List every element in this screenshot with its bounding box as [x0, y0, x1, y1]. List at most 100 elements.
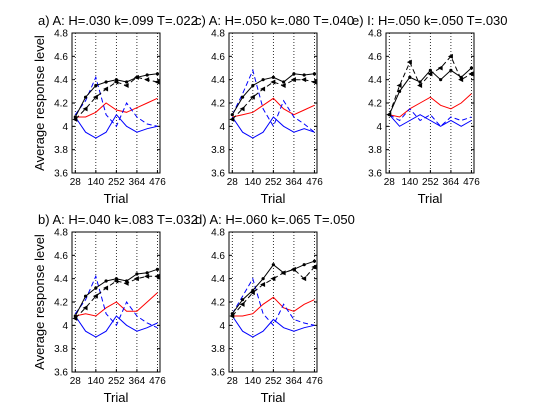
- black-line-point: [251, 83, 255, 88]
- y-tick-label: 3.8: [211, 145, 225, 156]
- black-dashed-line-point: [123, 83, 129, 88]
- x-axis-label: Trial: [104, 390, 129, 405]
- black-dashed-line-point: [72, 315, 78, 321]
- black-dashed-line-point: [123, 280, 129, 286]
- black-line-point: [282, 80, 286, 84]
- black-dashed-line-point: [396, 83, 402, 88]
- black-line-point: [397, 89, 402, 93]
- x-tick-label: 252: [265, 376, 282, 387]
- black-line-point: [261, 78, 265, 82]
- black-line-point: [408, 75, 412, 79]
- x-tick-label: 364: [286, 177, 303, 188]
- black-line-point: [125, 80, 129, 84]
- x-tick-label: 28: [70, 376, 82, 387]
- black-line-point: [240, 298, 245, 302]
- y-tick-label: 4: [376, 122, 382, 133]
- black-line-point: [83, 294, 88, 298]
- black-dashed-line-point: [229, 313, 235, 319]
- black-dashed-line-point: [301, 77, 307, 83]
- x-tick-label: 28: [227, 177, 239, 188]
- black-line-point: [292, 72, 296, 76]
- x-tick-label: 140: [87, 376, 104, 387]
- black-line-point: [135, 272, 139, 276]
- y-tick-label: 4: [62, 122, 68, 133]
- red-line: [232, 97, 315, 118]
- red-line: [389, 93, 472, 118]
- y-tick-label: 4.2: [211, 298, 225, 309]
- black-dashed-line-point: [311, 264, 317, 270]
- black-dashed-line-point: [458, 77, 464, 83]
- black-dashed-line-point: [82, 305, 88, 311]
- black-dashed-line-point: [133, 74, 139, 80]
- black-line-point: [94, 83, 98, 88]
- panel-5: 3.6 3.8 4 4.2 4.4 4.6 4.8 28 140 252 364 476 Trial d)…: [195, 212, 355, 405]
- black-line-point: [271, 263, 275, 267]
- black-dashed-line-point: [260, 282, 266, 287]
- black-dashed-line: [74, 275, 158, 319]
- black-dashed-line-point: [229, 116, 235, 122]
- panel-1: 3.6 3.8 4 4.2 4.4 4.6 4.8 28 140 252 364 476 Trial a)…: [38, 13, 198, 206]
- x-tick-label: 140: [401, 177, 418, 188]
- y-tick-label: 3.6: [54, 368, 68, 379]
- x-tick-label: 364: [286, 376, 303, 387]
- black-line-point: [271, 75, 275, 79]
- panel-title: c) A: H=.050 k=.080 T=.040: [195, 13, 354, 28]
- y-tick-label: 3.8: [368, 145, 382, 156]
- y-tick-label: 4.8: [368, 29, 382, 40]
- blue-line: [74, 315, 158, 338]
- black-line-point: [104, 80, 108, 84]
- black-dashed-line-point: [447, 53, 453, 59]
- y-tick-label: 4: [219, 321, 225, 332]
- x-tick-label: 476: [149, 376, 166, 387]
- panel-title: a) A: H=.030 k=.099 T=.022: [38, 13, 198, 28]
- black-line-point: [469, 66, 474, 70]
- x-axis-label: Trial: [261, 191, 286, 206]
- x-tick-label: 364: [129, 177, 146, 188]
- black-dashed-line-point: [468, 71, 474, 77]
- x-tick-label: 364: [443, 177, 460, 188]
- black-dashed-line-point: [290, 77, 296, 83]
- black-dashed-line-point: [144, 77, 150, 83]
- black-line-point: [145, 73, 149, 77]
- y-tick-label: 4.8: [211, 29, 225, 40]
- y-tick-label: 4.4: [211, 274, 225, 285]
- y-tick-label: 4: [62, 321, 68, 332]
- black-dashed-line-point: [290, 266, 296, 272]
- panel-title: d) A: H=.060 k=.065 T=.050: [195, 212, 355, 227]
- black-dashed-line-point: [92, 293, 98, 299]
- x-tick-label: 28: [384, 177, 396, 188]
- black-dashed-line-point: [92, 94, 98, 100]
- black-dashed-line-point: [249, 94, 255, 100]
- blue-dashed-line: [74, 274, 158, 329]
- black-dashed-line-point: [437, 65, 443, 71]
- x-tick-label: 140: [87, 177, 104, 188]
- y-tick-label: 4.8: [54, 29, 68, 40]
- black-line-point: [312, 259, 317, 263]
- black-dashed-line-point: [113, 79, 119, 85]
- y-tick-label: 4.6: [54, 251, 68, 262]
- x-tick-label: 476: [306, 376, 323, 387]
- black-line-point: [261, 277, 265, 281]
- red-line: [75, 292, 158, 317]
- x-tick-label: 364: [129, 376, 146, 387]
- blue-line: [231, 315, 315, 338]
- y-tick-label: 3.6: [211, 368, 225, 379]
- black-line-point: [155, 267, 160, 271]
- blue-line: [231, 116, 315, 139]
- black-dashed-line-point: [280, 270, 286, 276]
- black-dashed-line-point: [113, 278, 119, 284]
- black-dashed-line-point: [311, 79, 317, 85]
- y-tick-label: 4.4: [54, 75, 68, 86]
- y-tick-label: 4.4: [211, 75, 225, 86]
- x-tick-label: 28: [70, 177, 82, 188]
- y-tick-label: 3.6: [368, 169, 382, 180]
- black-line-point: [155, 72, 160, 76]
- x-tick-label: 252: [108, 376, 125, 387]
- y-tick-label: 3.6: [54, 169, 68, 180]
- panel-3: 3.6 3.8 4 4.2 4.4 4.6 4.8 28 140 252 364 476 Trial e)…: [352, 13, 508, 206]
- black-line-point: [230, 113, 234, 117]
- black-dashed-line-point: [280, 83, 286, 88]
- panel-2: 3.6 3.8 4 4.2 4.4 4.6 4.8 28 140 252 364 476 Trial c)…: [195, 13, 354, 206]
- y-tick-label: 4.6: [54, 52, 68, 63]
